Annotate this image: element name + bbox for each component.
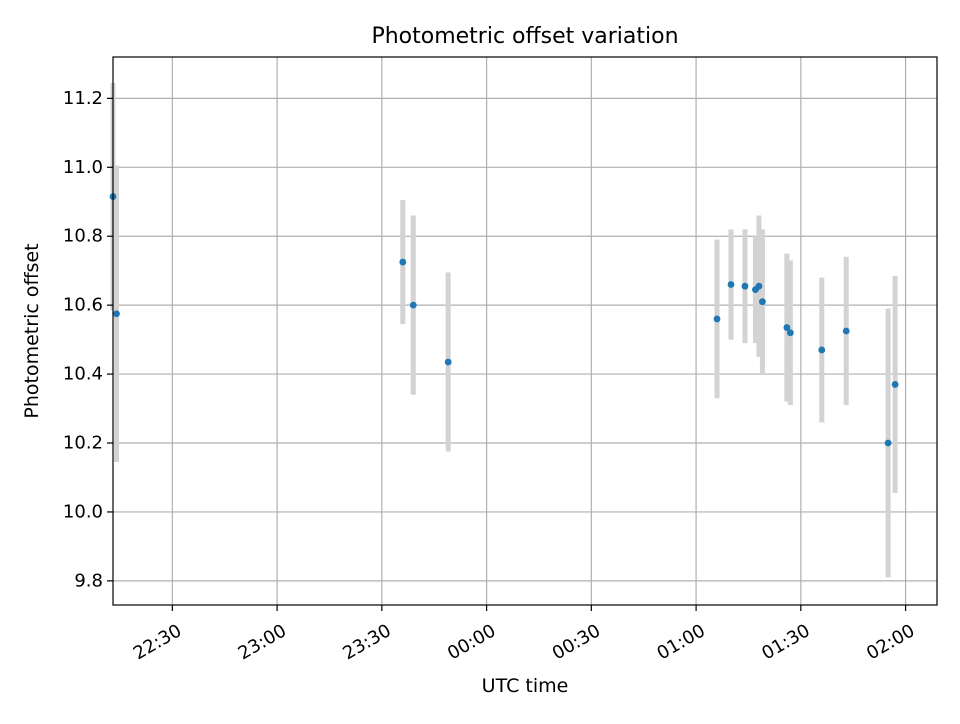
data-point xyxy=(818,346,826,354)
data-point xyxy=(727,281,735,288)
plot-frame xyxy=(112,56,938,606)
data-point xyxy=(409,301,417,309)
data-point xyxy=(786,329,794,337)
data-point xyxy=(113,310,120,318)
y-tick-label: 11.0 xyxy=(63,157,103,178)
data-point xyxy=(741,282,749,290)
y-tick-label: 10.0 xyxy=(63,501,103,522)
data-point-layer xyxy=(109,193,899,447)
data-point xyxy=(891,381,899,388)
y-tick-label: 10.4 xyxy=(63,364,103,385)
data-point xyxy=(842,327,850,335)
data-point xyxy=(755,282,763,290)
data-point xyxy=(444,358,452,366)
y-axis-label: Photometric offset xyxy=(21,243,43,418)
data-point xyxy=(783,324,791,331)
y-tick-label: 9.8 xyxy=(74,570,103,591)
grid-layer xyxy=(113,57,937,605)
y-tick-label: 10.2 xyxy=(63,433,103,454)
y-tick-label: 10.6 xyxy=(63,295,103,316)
data-point xyxy=(399,258,407,266)
data-point xyxy=(713,315,721,323)
y-tick-label: 10.8 xyxy=(63,226,103,247)
chart-title: Photometric offset variation xyxy=(371,24,678,49)
x-axis-label: UTC time xyxy=(482,675,569,697)
y-tick-label: 11.2 xyxy=(63,88,103,109)
data-point xyxy=(759,298,766,306)
data-point xyxy=(884,439,892,447)
